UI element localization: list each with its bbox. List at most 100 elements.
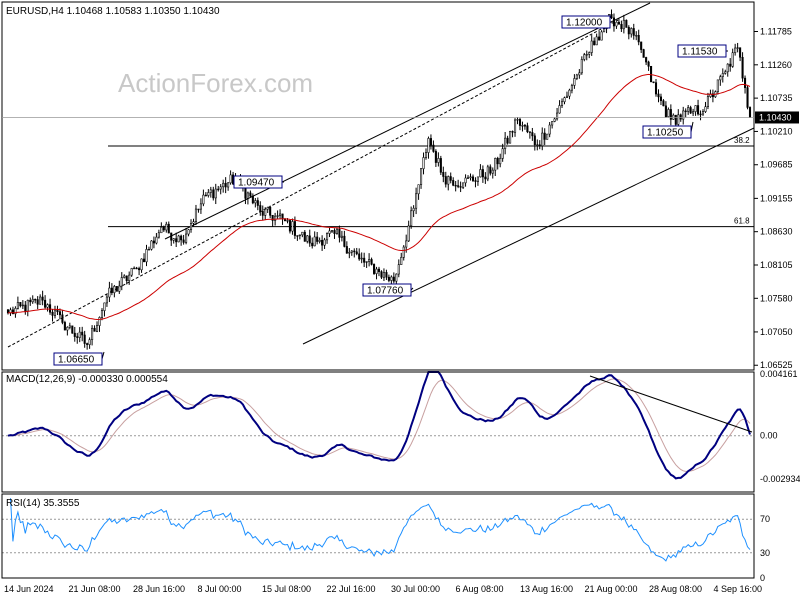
candle-body	[24, 304, 27, 312]
candle-body	[617, 21, 620, 25]
candle-body	[34, 298, 37, 301]
candle	[170, 232, 173, 246]
candle	[180, 234, 183, 246]
candle	[49, 298, 52, 315]
candle	[365, 261, 368, 268]
candle-body	[291, 221, 294, 232]
candle-body	[429, 138, 432, 146]
candle-body	[677, 114, 680, 125]
candle-body	[76, 336, 79, 338]
candle	[659, 93, 662, 106]
candle-body	[14, 308, 17, 315]
candle	[711, 89, 714, 103]
candle	[422, 152, 425, 175]
candle-body	[595, 36, 598, 46]
annotation-label: 1.07760	[367, 286, 404, 297]
candle-body	[481, 169, 484, 178]
candle	[706, 92, 709, 110]
candle	[489, 164, 492, 176]
rsi-tick-label: 70	[760, 514, 770, 524]
candle-body	[511, 131, 514, 133]
candle	[558, 100, 561, 114]
candle	[402, 245, 405, 261]
candle	[657, 89, 660, 103]
x-tick-label: 15 Jul 08:00	[262, 584, 311, 594]
candle-body	[632, 28, 635, 36]
x-tick-label: 22 Jul 16:00	[327, 584, 376, 594]
candle-body	[726, 63, 729, 73]
price-tick-label: 1.06525	[760, 360, 793, 370]
candle	[583, 52, 586, 62]
candle	[358, 248, 361, 261]
candle-body	[546, 133, 549, 140]
price-pane-frame	[1, 1, 755, 371]
candle	[189, 219, 193, 233]
candle-body	[96, 325, 99, 332]
candle-body	[219, 186, 222, 190]
candle-body	[229, 174, 232, 184]
candle-body	[704, 106, 707, 112]
candle	[61, 310, 64, 325]
candle	[568, 88, 571, 100]
rsi-line	[10, 498, 751, 562]
candle	[590, 35, 593, 56]
annotation-box	[642, 125, 692, 139]
watermark-text: ActionForex.com	[118, 68, 314, 98]
candle	[125, 275, 128, 285]
candle-body	[706, 96, 709, 107]
candle	[593, 37, 596, 46]
candle-body	[261, 211, 264, 216]
candle	[167, 221, 170, 234]
candle	[682, 106, 685, 125]
candle-body	[521, 125, 524, 127]
price-annotation: 1.06650	[53, 351, 105, 366]
candle-body	[407, 225, 410, 242]
candle	[531, 127, 534, 141]
candle	[165, 221, 168, 233]
candle-body	[390, 276, 393, 281]
candle	[726, 63, 729, 77]
candle-body	[98, 317, 101, 326]
candle	[152, 236, 155, 249]
candle	[538, 140, 541, 150]
candle-body	[41, 296, 44, 301]
price-annotations: 1.12000 1.11530 1.10250 1.09470 1.07760 1.066…	[53, 15, 728, 366]
candle-body	[316, 236, 319, 242]
candle	[672, 113, 675, 120]
candle-body	[692, 111, 695, 114]
price-tick-label: 1.11260	[760, 60, 792, 70]
candle	[345, 241, 348, 254]
candle	[140, 258, 143, 273]
candle-body	[187, 229, 190, 235]
candle-body	[622, 19, 625, 30]
candle-body	[523, 125, 526, 127]
candle-body	[73, 332, 76, 337]
candle	[197, 208, 200, 213]
candle	[573, 74, 576, 89]
candle	[439, 155, 442, 176]
candle-body	[135, 267, 138, 270]
candle-body	[496, 158, 499, 165]
candle-body	[333, 230, 336, 234]
candle-body	[49, 304, 52, 313]
candle-body	[471, 176, 475, 181]
candle-body	[118, 285, 121, 292]
candle	[71, 325, 74, 334]
candle-body	[701, 111, 705, 115]
candle	[271, 214, 274, 227]
candle	[91, 325, 94, 346]
candle-body	[565, 95, 569, 98]
price-tick-label: 1.07050	[760, 327, 793, 337]
candle-body	[138, 268, 141, 271]
candle	[377, 266, 381, 277]
candle-body	[674, 114, 677, 125]
candle	[217, 185, 220, 192]
candle	[261, 205, 264, 221]
candle	[635, 31, 638, 41]
candle	[741, 52, 744, 82]
candle	[496, 156, 499, 170]
candle-body	[293, 221, 296, 236]
candle-body	[536, 144, 539, 146]
candle-body	[130, 268, 133, 276]
candle-body	[31, 298, 34, 303]
